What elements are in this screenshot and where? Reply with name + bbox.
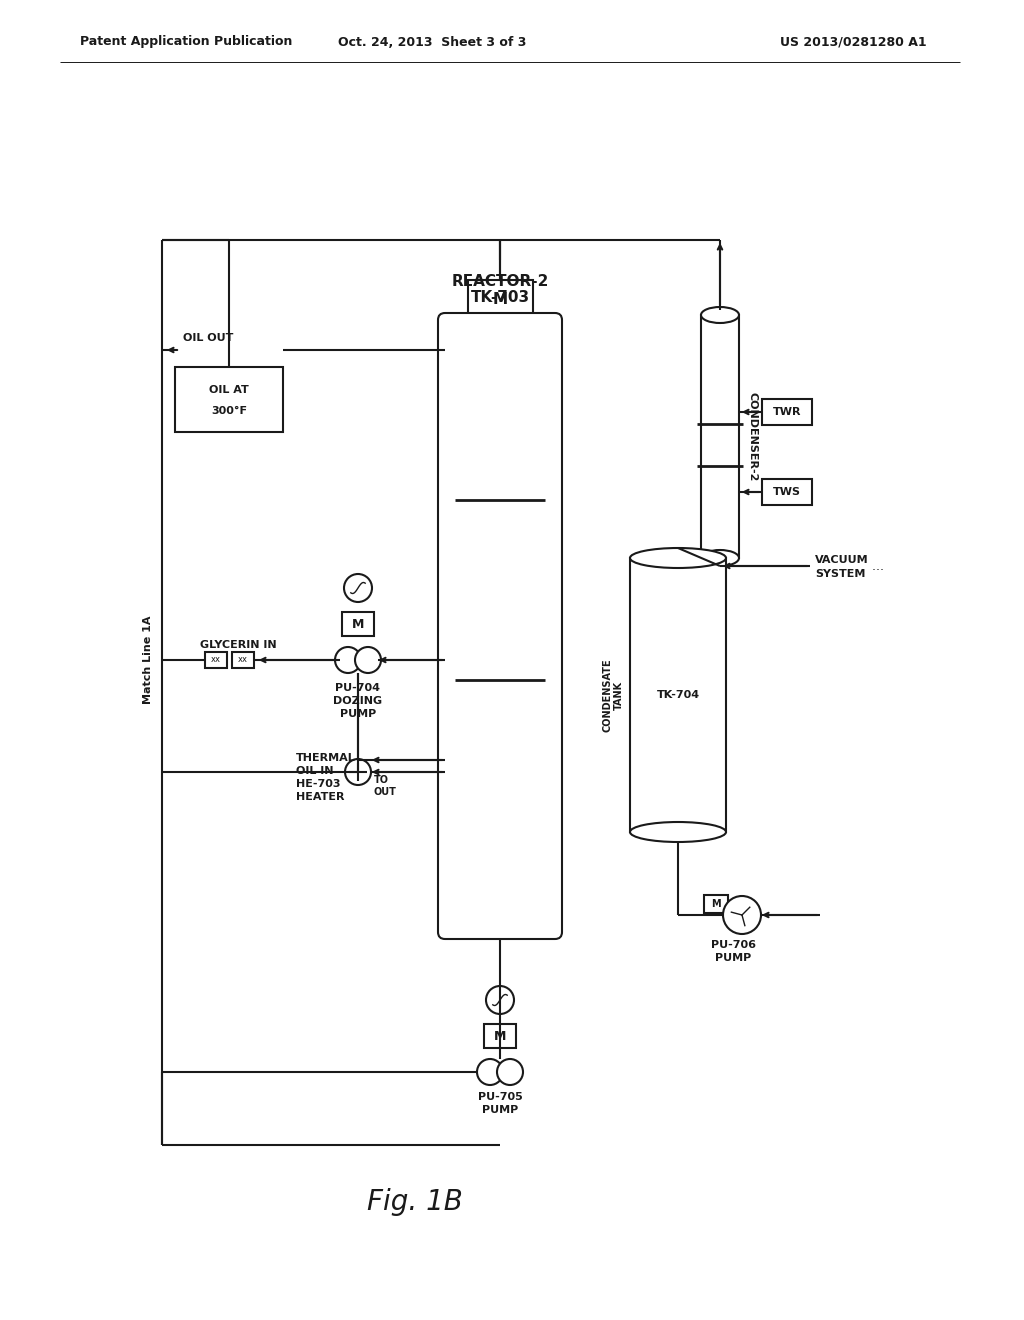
Circle shape	[723, 896, 761, 935]
Text: M: M	[494, 1030, 506, 1043]
Text: OIL OUT: OIL OUT	[183, 333, 233, 343]
FancyBboxPatch shape	[438, 313, 562, 939]
Bar	[232, 652, 254, 668]
Text: xx: xx	[211, 656, 221, 664]
Bar	[701, 315, 739, 558]
Circle shape	[355, 647, 381, 673]
Text: PUMP: PUMP	[715, 953, 752, 964]
Text: PUMP: PUMP	[340, 709, 376, 719]
Ellipse shape	[701, 550, 739, 566]
Text: PUMP: PUMP	[482, 1105, 518, 1115]
Text: TWR: TWR	[773, 407, 801, 417]
Text: OUT: OUT	[374, 787, 397, 797]
Text: DOZING: DOZING	[334, 696, 383, 706]
Text: TK-703: TK-703	[470, 290, 529, 305]
Circle shape	[345, 759, 371, 785]
Text: CONDENSER-2: CONDENSER-2	[746, 392, 757, 482]
Circle shape	[477, 1059, 503, 1085]
Ellipse shape	[630, 548, 726, 568]
Text: PU-704: PU-704	[336, 682, 381, 693]
Text: OIL IN: OIL IN	[296, 766, 334, 776]
Text: PU-705: PU-705	[477, 1092, 522, 1102]
Text: Match Line 1A: Match Line 1A	[143, 615, 153, 705]
Bar	[762, 479, 812, 506]
Text: CONDENSATE
TANK: CONDENSATE TANK	[602, 659, 624, 731]
Ellipse shape	[630, 822, 726, 842]
Text: VACUUM: VACUUM	[815, 554, 868, 565]
Text: GLYCERIN IN: GLYCERIN IN	[200, 640, 276, 649]
Text: M: M	[712, 899, 721, 909]
Text: Oct. 24, 2013  Sheet 3 of 3: Oct. 24, 2013 Sheet 3 of 3	[338, 36, 526, 49]
Text: M: M	[493, 292, 508, 306]
Text: HEATER: HEATER	[296, 792, 344, 803]
Text: 300°F: 300°F	[211, 407, 247, 416]
Text: Fig. 1B: Fig. 1B	[368, 1188, 463, 1216]
Circle shape	[335, 647, 361, 673]
Circle shape	[497, 1059, 523, 1085]
Text: ...: ...	[868, 561, 884, 573]
Text: REACTOR-2: REACTOR-2	[452, 275, 549, 289]
Circle shape	[344, 574, 372, 602]
Text: TK-704: TK-704	[656, 690, 699, 700]
Bar	[175, 367, 283, 432]
Text: US 2013/0281280 A1: US 2013/0281280 A1	[780, 36, 927, 49]
Text: THERMAL: THERMAL	[296, 752, 355, 763]
Text: Patent Application Publication: Patent Application Publication	[80, 36, 293, 49]
Bar	[705, 895, 728, 913]
Text: PU-706: PU-706	[711, 940, 756, 950]
Text: xx: xx	[238, 656, 248, 664]
Bar	[630, 558, 726, 832]
Bar	[342, 612, 374, 636]
Circle shape	[486, 986, 514, 1014]
Bar	[468, 280, 532, 318]
Text: OIL AT: OIL AT	[209, 384, 249, 395]
Bar	[762, 399, 812, 425]
Text: HE-703: HE-703	[296, 779, 341, 789]
Text: TO: TO	[374, 775, 389, 785]
Bar	[484, 1024, 516, 1048]
Text: TWS: TWS	[773, 487, 801, 498]
Text: SYSTEM: SYSTEM	[815, 569, 865, 579]
Text: M: M	[352, 618, 365, 631]
Bar	[205, 652, 227, 668]
Ellipse shape	[701, 308, 739, 323]
